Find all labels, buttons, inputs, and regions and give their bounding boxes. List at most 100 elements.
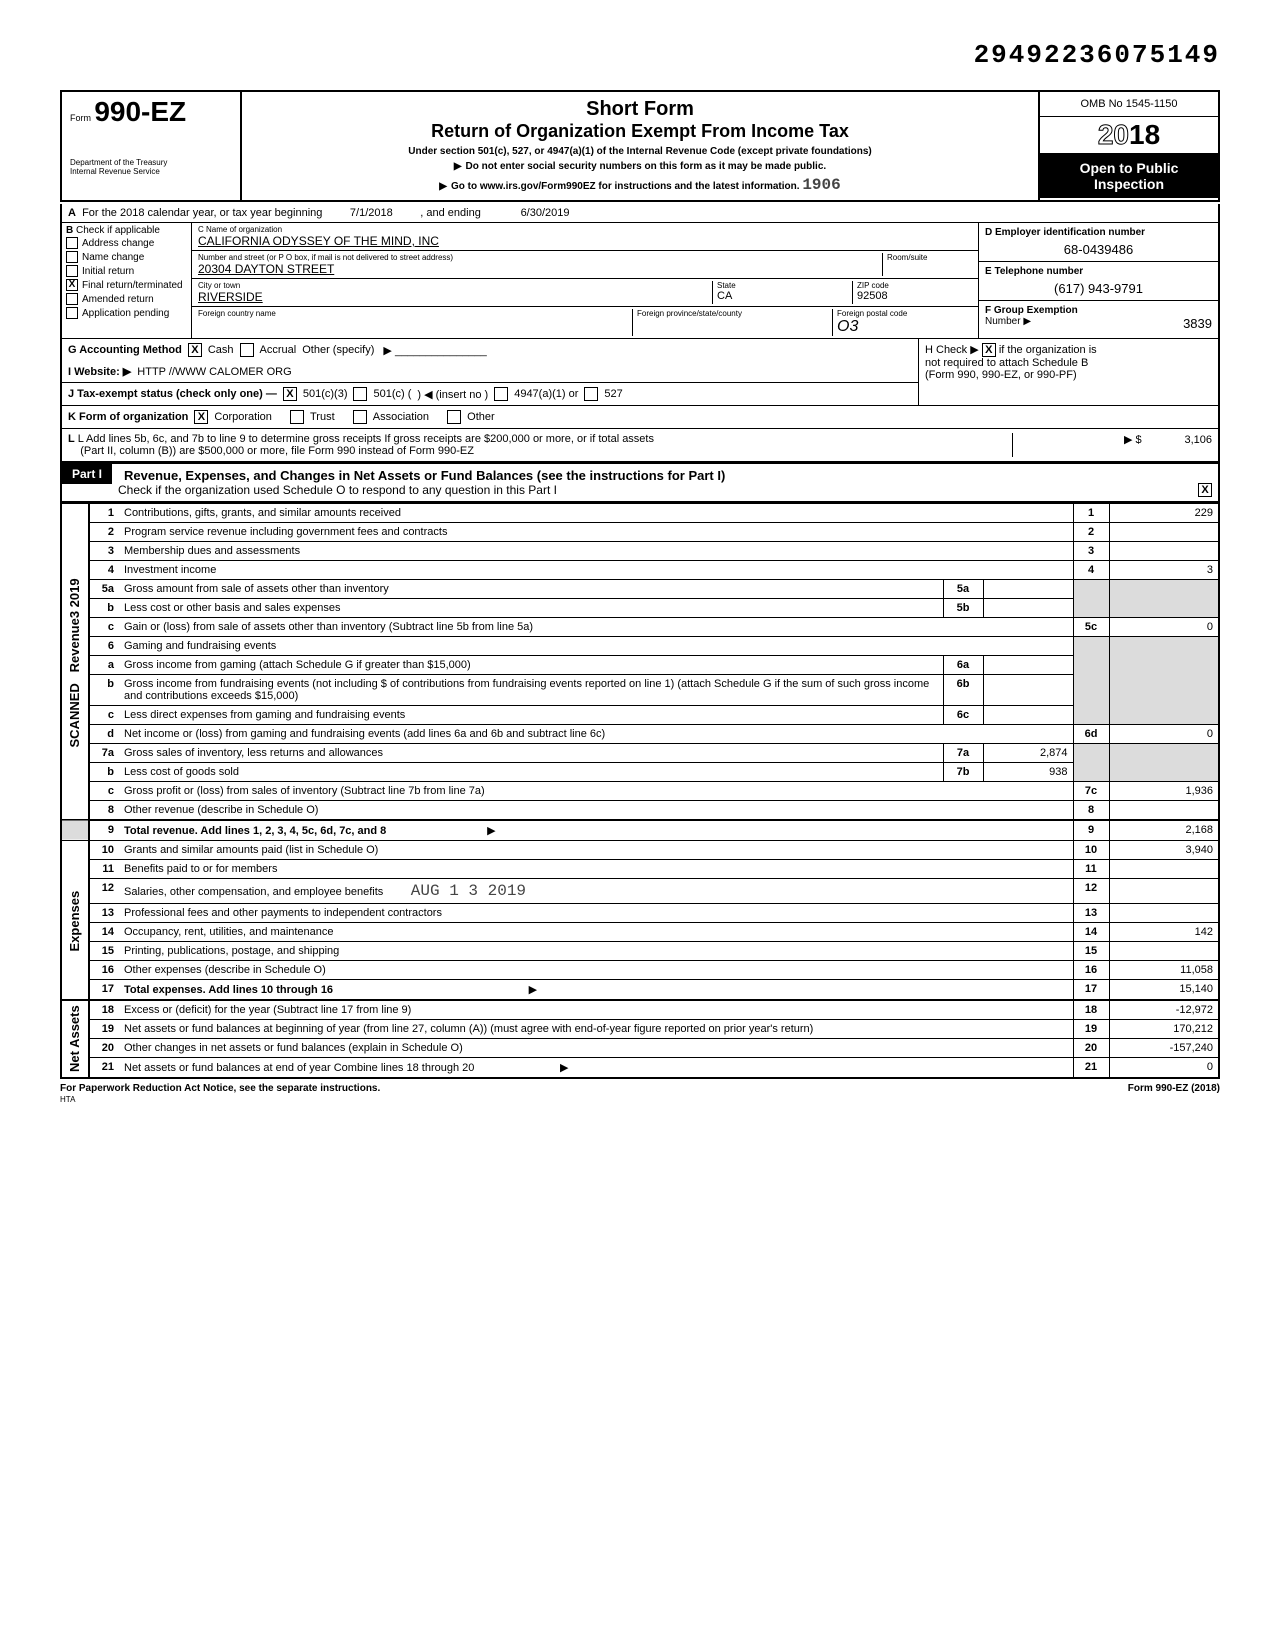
- line-11-amt: [1109, 860, 1219, 879]
- gross-receipts: 3,106: [1184, 434, 1212, 446]
- part-1-subtitle: Check if the organization used Schedule …: [118, 483, 557, 497]
- dln-number: 29492236075149: [60, 40, 1220, 70]
- cb-corporation[interactable]: [194, 410, 208, 424]
- line-5a-inner: [983, 580, 1073, 599]
- line-1-desc: Contributions, gifts, grants, and simila…: [119, 504, 1073, 523]
- street-label: Number and street (or P O box, if mail i…: [198, 253, 882, 262]
- line-18-desc: Excess or (deficit) for the year (Subtra…: [119, 1000, 1073, 1020]
- ein-value: 68-0439486: [985, 242, 1212, 257]
- h-text3: (Form 990, 990-EZ, or 990-PF): [925, 369, 1077, 381]
- lbl-trust: Trust: [310, 411, 335, 423]
- cb-schedule-o[interactable]: [1198, 483, 1212, 497]
- foreign-stamp: O3: [837, 318, 858, 335]
- line-6d-desc: Net income or (loss) from gaming and fun…: [119, 725, 1073, 744]
- lbl-other-method: Other (specify): [302, 344, 374, 356]
- footer-hta: HTA: [60, 1095, 75, 1104]
- title-short: Short Form: [248, 98, 1032, 121]
- part-1-header: Part I Revenue, Expenses, and Changes in…: [60, 464, 1220, 503]
- row-a-end: 6/30/2019: [521, 207, 570, 219]
- foreign-prov-label: Foreign province/state/county: [637, 309, 832, 318]
- city-label: City or town: [198, 281, 712, 290]
- subtitle: Under section 501(c), 527, or 4947(a)(1)…: [248, 146, 1032, 157]
- cb-initial-return[interactable]: [66, 265, 78, 277]
- cb-accrual[interactable]: [240, 343, 254, 357]
- lbl-501c3: 501(c)(3): [303, 388, 348, 400]
- line-10-desc: Grants and similar amounts paid (list in…: [124, 844, 378, 856]
- line-3-amt: [1109, 542, 1219, 561]
- i-label: I Website: ▶: [68, 365, 131, 378]
- side-scanned: SCANNED: [67, 682, 82, 746]
- line-6b-desc: Gross income from fundraising events (no…: [119, 675, 943, 706]
- b-header: Check if applicable: [76, 225, 160, 236]
- line-5b-inner: [983, 599, 1073, 618]
- org-name: CALIFORNIA ODYSSEY OF THE MIND, INC: [198, 234, 439, 248]
- line-1-amt: 229: [1109, 504, 1219, 523]
- foreign-country-label: Foreign country name: [198, 309, 632, 318]
- cb-cash[interactable]: [188, 343, 202, 357]
- cb-501c[interactable]: [353, 387, 367, 401]
- lbl-final-return: Final return/terminated: [82, 280, 183, 291]
- cb-association[interactable]: [353, 410, 367, 424]
- line-3-desc: Membership dues and assessments: [119, 542, 1073, 561]
- zip-label: ZIP code: [857, 281, 972, 290]
- lbl-association: Association: [373, 411, 429, 423]
- cb-other-org[interactable]: [447, 410, 461, 424]
- line-10-amt: 3,940: [1109, 841, 1219, 860]
- l-arrow: ▶ $: [1124, 434, 1142, 446]
- form-number: 990-EZ: [94, 96, 186, 127]
- cb-final-return[interactable]: [66, 279, 78, 291]
- line-15-desc: Printing, publications, postage, and shi…: [119, 942, 1073, 961]
- l-label2: (Part II, column (B)) are $500,000 or mo…: [80, 445, 474, 457]
- line-9-desc: Total revenue. Add lines 1, 2, 3, 4, 5c,…: [124, 825, 386, 837]
- l-label: L Add lines 5b, 6c, and 7b to line 9 to …: [78, 433, 654, 445]
- d-label: D Employer identification number: [985, 227, 1145, 238]
- lines-table: SCANNED Revenue3 2019 1Contributions, gi…: [60, 503, 1220, 1079]
- line-12-desc: Salaries, other compensation, and employ…: [124, 886, 383, 898]
- footer-right: Form 990-EZ (2018): [1128, 1083, 1220, 1105]
- cb-4947[interactable]: [494, 387, 508, 401]
- cb-address-change[interactable]: [66, 237, 78, 249]
- cb-amended-return[interactable]: [66, 293, 78, 305]
- lbl-name-change: Name change: [82, 252, 144, 263]
- footer: For Paperwork Reduction Act Notice, see …: [60, 1083, 1220, 1105]
- line-5c-amt: 0: [1109, 618, 1219, 637]
- line-5c-desc: Gain or (loss) from sale of assets other…: [119, 618, 1073, 637]
- line-4-desc: Investment income: [119, 561, 1073, 580]
- cb-name-change[interactable]: [66, 251, 78, 263]
- line-19-desc: Net assets or fund balances at beginning…: [119, 1020, 1073, 1039]
- row-j: J Tax-exempt status (check only one) — 5…: [62, 382, 918, 405]
- line-21-desc: Net assets or fund balances at end of ye…: [124, 1062, 474, 1074]
- line-6c-desc: Less direct expenses from gaming and fun…: [119, 706, 943, 725]
- side-net-assets: Net Assets: [61, 1000, 89, 1078]
- lbl-4947: 4947(a)(1) or: [514, 388, 578, 400]
- phone-value: (617) 943-9791: [985, 281, 1212, 296]
- row-a-label: For the 2018 calendar year, or tax year …: [82, 207, 322, 219]
- zip-value: 92508: [857, 290, 888, 302]
- state-label: State: [717, 281, 852, 290]
- line-6b-inner: [983, 675, 1073, 706]
- h-label: H Check ▶: [925, 344, 979, 356]
- cb-501c3[interactable]: [283, 387, 297, 401]
- cb-trust[interactable]: [290, 410, 304, 424]
- footer-left: For Paperwork Reduction Act Notice, see …: [60, 1083, 380, 1094]
- cb-application-pending[interactable]: [66, 307, 78, 319]
- line-11-desc: Benefits paid to or for members: [119, 860, 1073, 879]
- instr-1: Do not enter social security numbers on …: [454, 161, 826, 172]
- part-1-badge: Part I: [62, 464, 112, 484]
- row-a-mid: , and ending: [420, 207, 481, 219]
- line-2-desc: Program service revenue including govern…: [119, 523, 1073, 542]
- lbl-cash: Cash: [208, 344, 234, 356]
- line-16-desc: Other expenses (describe in Schedule O): [119, 961, 1073, 980]
- side-expenses: Expenses: [61, 841, 89, 1001]
- lbl-address-change: Address change: [82, 238, 154, 249]
- year-outline: 20: [1098, 119, 1129, 150]
- lbl-amended-return: Amended return: [82, 294, 154, 305]
- line-13-desc: Professional fees and other payments to …: [119, 904, 1073, 923]
- foreign-postal-label: Foreign postal code: [837, 309, 972, 318]
- lbl-corporation: Corporation: [214, 411, 271, 423]
- lbl-initial-return: Initial return: [82, 266, 134, 277]
- line-7c-amt: 1,936: [1109, 782, 1219, 801]
- e-label: E Telephone number: [985, 266, 1083, 277]
- cb-527[interactable]: [584, 387, 598, 401]
- cb-schedule-b[interactable]: [982, 343, 996, 357]
